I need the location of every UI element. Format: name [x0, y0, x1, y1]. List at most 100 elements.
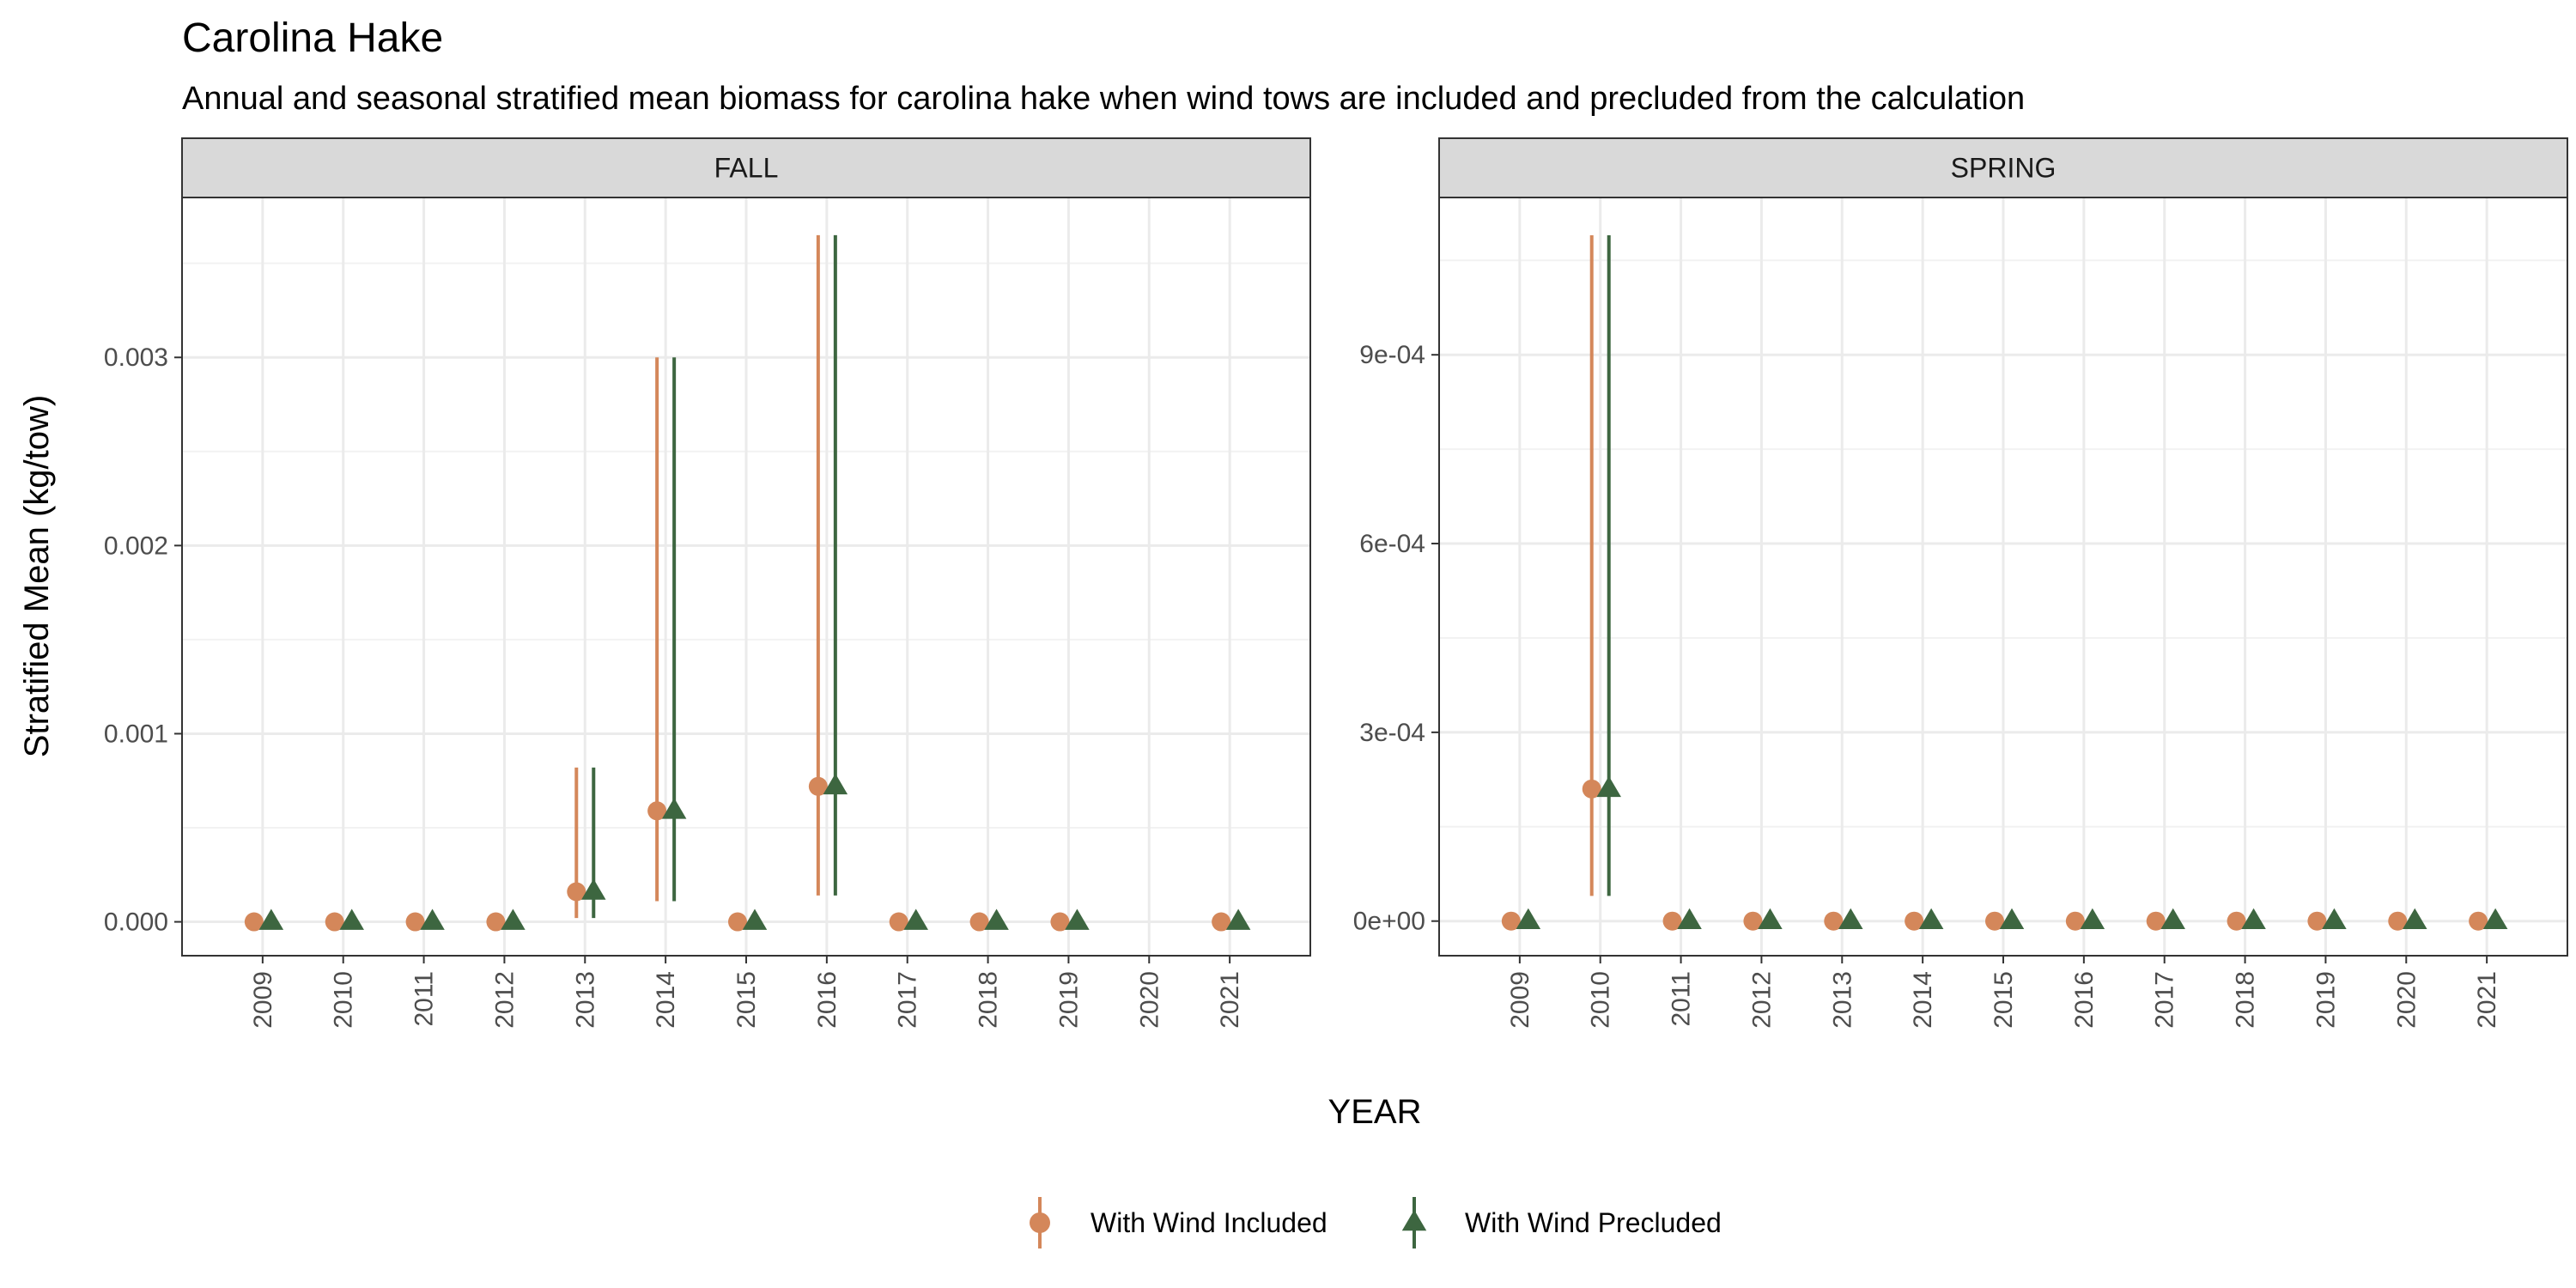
x-tick-label: 2013: [571, 971, 599, 1029]
data-point-triangle: [2080, 908, 2105, 929]
data-point-circle: [1824, 911, 1844, 931]
x-tick-label: 2018: [975, 971, 1003, 1029]
legend-key-triangle: [1401, 1210, 1427, 1231]
data-point-triangle: [1758, 908, 1783, 929]
x-tick-label: 2016: [813, 971, 841, 1029]
data-point-triangle: [2403, 908, 2427, 929]
data-point-triangle: [1516, 908, 1541, 929]
data-point-circle: [808, 776, 828, 796]
x-tick-label: 2015: [1990, 971, 2018, 1029]
x-tick-label: 2011: [1668, 971, 1696, 1027]
x-tick-label: 2019: [1054, 971, 1083, 1029]
data-point-triangle: [2482, 908, 2508, 929]
x-tick-label: 2021: [2473, 971, 2501, 1029]
data-point-circle: [1212, 912, 1231, 932]
data-point-circle: [486, 912, 506, 932]
data-point-circle: [2227, 911, 2246, 931]
x-tick-label: 2020: [2392, 971, 2421, 1029]
facet-strip: [1438, 137, 2568, 198]
data-point-triangle: [1677, 908, 1702, 929]
data-point-triangle: [1225, 908, 1251, 930]
x-tick-label: 2019: [2312, 971, 2340, 1029]
data-point-triangle: [661, 798, 687, 819]
legend-item: With Wind Included: [1030, 1197, 1327, 1249]
data-point-triangle: [742, 908, 768, 930]
legend-key-circle: [1030, 1212, 1050, 1233]
data-point-circle: [244, 912, 264, 932]
data-point-circle: [1662, 911, 1682, 931]
data-point-circle: [728, 912, 747, 932]
data-point-circle: [1985, 911, 2004, 931]
x-tick-label: 2010: [330, 971, 358, 1029]
data-point-circle: [325, 912, 344, 932]
facet-strip-label: FALL: [714, 153, 779, 184]
legend-label: With Wind Precluded: [1465, 1207, 1722, 1238]
data-point-triangle: [501, 908, 526, 930]
data-point-circle: [2146, 911, 2166, 931]
legend-label: With Wind Included: [1091, 1207, 1327, 1238]
panels: 0.000 0.001 0.002 0.003 2009 2010 2011 2012 2013…: [104, 137, 2568, 1029]
y-tick-label: 0.003: [104, 343, 168, 372]
x-tick-label: 2017: [894, 971, 922, 1029]
data-point-circle: [889, 912, 908, 932]
data-point-triangle: [420, 908, 445, 930]
data-point-triangle: [823, 773, 848, 795]
y-tick-label: 0e+00: [1353, 908, 1425, 936]
x-tick-label: 2011: [410, 971, 439, 1027]
x-tick-label: 2012: [490, 971, 519, 1029]
data-point-circle: [405, 912, 425, 932]
data-point-triangle: [1918, 908, 1944, 929]
data-point-circle: [2307, 911, 2327, 931]
data-point-triangle: [2322, 908, 2347, 929]
data-point-triangle: [1838, 908, 1863, 929]
data-point-circle: [969, 912, 989, 932]
data-point-circle: [1582, 779, 1601, 799]
x-axis-title: YEAR: [1328, 1093, 1422, 1131]
facet-strip-label: SPRING: [1951, 153, 2057, 184]
y-axis-title: Stratified Mean (kg/tow): [18, 395, 56, 757]
x-tick-label: 2010: [1587, 971, 1615, 1029]
x-tick-label: 2009: [1506, 971, 1534, 1029]
data-point-triangle: [1596, 775, 1621, 798]
data-point-triangle: [2160, 908, 2185, 929]
y-tick-label: 0.001: [104, 720, 168, 748]
x-tick-label: 2015: [732, 971, 761, 1029]
x-tick-label: 2014: [652, 971, 680, 1029]
chart-subtitle: Annual and seasonal stratified mean biom…: [182, 81, 2025, 117]
data-point-circle: [1501, 911, 1521, 931]
data-point-triangle: [2241, 908, 2266, 929]
x-tick-label: 2017: [2151, 971, 2179, 1029]
panel-spring: 0e+00 3e-04 6e-04 9e-04 2009 2010 2011 2012 2013…: [1353, 137, 2568, 1029]
x-tick-label: 2014: [1909, 971, 1937, 1029]
x-tick-label: 2020: [1135, 971, 1163, 1029]
y-tick-label: 3e-04: [1359, 719, 1425, 747]
data-point-circle: [567, 882, 586, 902]
panel-fall: 0.000 0.001 0.002 0.003 2009 2010 2011 2012 2013…: [104, 137, 1311, 1029]
x-tick-label: 2013: [1828, 971, 1856, 1029]
x-tick-label: 2009: [249, 971, 277, 1029]
x-tick-label: 2021: [1216, 971, 1244, 1029]
legend: With Wind Included With Wind Precluded: [1030, 1197, 1722, 1249]
x-tick-label: 2018: [2232, 971, 2260, 1029]
data-point-triangle: [258, 908, 284, 930]
data-point-circle: [2469, 911, 2488, 931]
x-tick-label: 2012: [1747, 971, 1776, 1029]
y-tick-label: 6e-04: [1359, 530, 1425, 558]
data-point-circle: [2065, 911, 2085, 931]
legend-item: With Wind Precluded: [1401, 1197, 1722, 1249]
data-point-circle: [647, 801, 667, 821]
data-point-circle: [1743, 911, 1763, 931]
y-tick-label: 0.002: [104, 532, 168, 560]
data-point-triangle: [339, 908, 364, 930]
chart-title: Carolina Hake: [182, 15, 443, 61]
data-point-triangle: [1999, 908, 2025, 929]
data-point-circle: [2388, 911, 2408, 931]
data-point-circle: [1050, 912, 1070, 932]
data-point-circle: [1905, 911, 1924, 931]
data-point-triangle: [1065, 908, 1090, 930]
data-point-triangle: [581, 878, 606, 900]
data-point-triangle: [903, 908, 928, 930]
y-tick-label: 0.000: [104, 908, 168, 937]
data-point-triangle: [984, 908, 1009, 930]
